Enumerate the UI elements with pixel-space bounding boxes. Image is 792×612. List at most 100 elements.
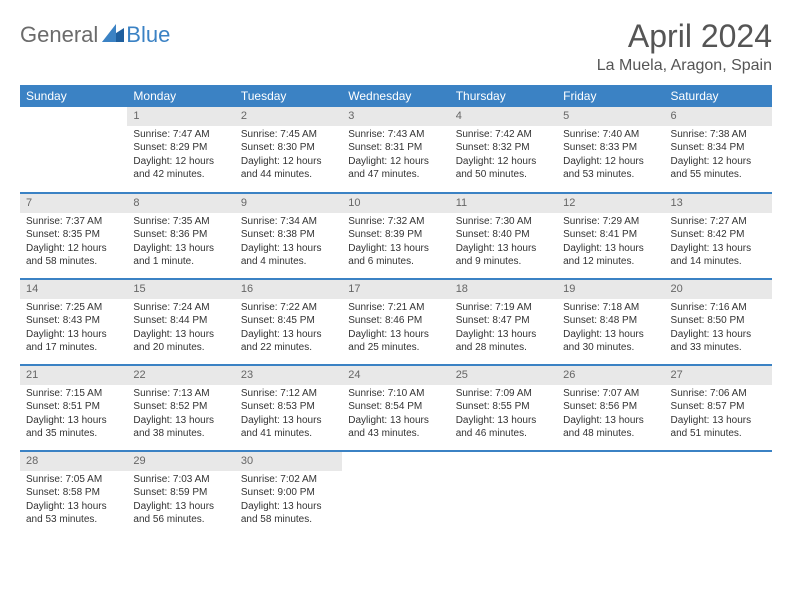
day-number: 13	[665, 194, 772, 213]
day-number: 1	[127, 107, 234, 126]
day-content: Sunrise: 7:45 AMSunset: 8:30 PMDaylight:…	[235, 126, 342, 186]
title-block: April 2024 La Muela, Aragon, Spain	[597, 18, 772, 75]
sunrise-text: Sunrise: 7:25 AM	[26, 301, 121, 315]
day-number: 28	[20, 452, 127, 471]
day-content: Sunrise: 7:05 AMSunset: 8:58 PMDaylight:…	[20, 471, 127, 531]
sunset-text: Sunset: 8:44 PM	[133, 314, 228, 328]
day-number: 21	[20, 366, 127, 385]
day-content: Sunrise: 7:35 AMSunset: 8:36 PMDaylight:…	[127, 213, 234, 273]
day-number: 7	[20, 194, 127, 213]
sunset-text: Sunset: 8:33 PM	[563, 141, 658, 155]
day-content: Sunrise: 7:32 AMSunset: 8:39 PMDaylight:…	[342, 213, 449, 273]
day-content: Sunrise: 7:34 AMSunset: 8:38 PMDaylight:…	[235, 213, 342, 273]
day-content: Sunrise: 7:30 AMSunset: 8:40 PMDaylight:…	[450, 213, 557, 273]
logo-mark-icon	[102, 24, 124, 47]
day-number: 8	[127, 194, 234, 213]
day-number: 19	[557, 280, 664, 299]
daylight-text: Daylight: 12 hours and 53 minutes.	[563, 155, 658, 182]
day-number: 17	[342, 280, 449, 299]
calendar-day-cell: 15Sunrise: 7:24 AMSunset: 8:44 PMDayligh…	[127, 279, 234, 365]
sunset-text: Sunset: 8:59 PM	[133, 486, 228, 500]
daylight-text: Daylight: 12 hours and 50 minutes.	[456, 155, 551, 182]
calendar-day-cell: 12Sunrise: 7:29 AMSunset: 8:41 PMDayligh…	[557, 193, 664, 279]
weekday-header: Sunday	[20, 85, 127, 107]
day-number: 26	[557, 366, 664, 385]
day-content: Sunrise: 7:06 AMSunset: 8:57 PMDaylight:…	[665, 385, 772, 445]
sunrise-text: Sunrise: 7:22 AM	[241, 301, 336, 315]
calendar-day-cell: 8Sunrise: 7:35 AMSunset: 8:36 PMDaylight…	[127, 193, 234, 279]
daylight-text: Daylight: 13 hours and 4 minutes.	[241, 242, 336, 269]
weekday-header: Saturday	[665, 85, 772, 107]
day-content: Sunrise: 7:21 AMSunset: 8:46 PMDaylight:…	[342, 299, 449, 359]
sunrise-text: Sunrise: 7:07 AM	[563, 387, 658, 401]
sunrise-text: Sunrise: 7:37 AM	[26, 215, 121, 229]
day-number: 29	[127, 452, 234, 471]
daylight-text: Daylight: 13 hours and 6 minutes.	[348, 242, 443, 269]
daylight-text: Daylight: 13 hours and 53 minutes.	[26, 500, 121, 527]
daylight-text: Daylight: 12 hours and 58 minutes.	[26, 242, 121, 269]
sunrise-text: Sunrise: 7:34 AM	[241, 215, 336, 229]
sunrise-text: Sunrise: 7:02 AM	[241, 473, 336, 487]
location-label: La Muela, Aragon, Spain	[597, 57, 772, 75]
calendar-day-cell: 30Sunrise: 7:02 AMSunset: 9:00 PMDayligh…	[235, 451, 342, 537]
sunrise-text: Sunrise: 7:06 AM	[671, 387, 766, 401]
calendar-day-cell: 6Sunrise: 7:38 AMSunset: 8:34 PMDaylight…	[665, 107, 772, 193]
daylight-text: Daylight: 13 hours and 58 minutes.	[241, 500, 336, 527]
day-content: Sunrise: 7:42 AMSunset: 8:32 PMDaylight:…	[450, 126, 557, 186]
day-content: Sunrise: 7:27 AMSunset: 8:42 PMDaylight:…	[665, 213, 772, 273]
day-content: Sunrise: 7:16 AMSunset: 8:50 PMDaylight:…	[665, 299, 772, 359]
weekday-header: Thursday	[450, 85, 557, 107]
calendar-day-cell: 23Sunrise: 7:12 AMSunset: 8:53 PMDayligh…	[235, 365, 342, 451]
sunrise-text: Sunrise: 7:24 AM	[133, 301, 228, 315]
sunrise-text: Sunrise: 7:47 AM	[133, 128, 228, 142]
daylight-text: Daylight: 13 hours and 12 minutes.	[563, 242, 658, 269]
calendar-day-cell: 28Sunrise: 7:05 AMSunset: 8:58 PMDayligh…	[20, 451, 127, 537]
daylight-text: Daylight: 13 hours and 28 minutes.	[456, 328, 551, 355]
day-content: Sunrise: 7:18 AMSunset: 8:48 PMDaylight:…	[557, 299, 664, 359]
calendar-day-cell: 7Sunrise: 7:37 AMSunset: 8:35 PMDaylight…	[20, 193, 127, 279]
day-number: 4	[450, 107, 557, 126]
calendar-week-row: 28Sunrise: 7:05 AMSunset: 8:58 PMDayligh…	[20, 451, 772, 537]
calendar-day-cell	[557, 451, 664, 537]
weekday-header: Monday	[127, 85, 234, 107]
logo-text-1: General	[20, 22, 98, 48]
sunset-text: Sunset: 9:00 PM	[241, 486, 336, 500]
sunrise-text: Sunrise: 7:40 AM	[563, 128, 658, 142]
calendar-day-cell: 22Sunrise: 7:13 AMSunset: 8:52 PMDayligh…	[127, 365, 234, 451]
calendar-day-cell: 14Sunrise: 7:25 AMSunset: 8:43 PMDayligh…	[20, 279, 127, 365]
sunrise-text: Sunrise: 7:29 AM	[563, 215, 658, 229]
daylight-text: Daylight: 13 hours and 17 minutes.	[26, 328, 121, 355]
sunset-text: Sunset: 8:50 PM	[671, 314, 766, 328]
day-content: Sunrise: 7:22 AMSunset: 8:45 PMDaylight:…	[235, 299, 342, 359]
sunset-text: Sunset: 8:48 PM	[563, 314, 658, 328]
calendar-day-cell: 4Sunrise: 7:42 AMSunset: 8:32 PMDaylight…	[450, 107, 557, 193]
day-number: 9	[235, 194, 342, 213]
day-number: 6	[665, 107, 772, 126]
sunset-text: Sunset: 8:30 PM	[241, 141, 336, 155]
day-number: 20	[665, 280, 772, 299]
day-content: Sunrise: 7:07 AMSunset: 8:56 PMDaylight:…	[557, 385, 664, 445]
sunset-text: Sunset: 8:43 PM	[26, 314, 121, 328]
sunset-text: Sunset: 8:58 PM	[26, 486, 121, 500]
day-number: 3	[342, 107, 449, 126]
day-content: Sunrise: 7:38 AMSunset: 8:34 PMDaylight:…	[665, 126, 772, 186]
sunset-text: Sunset: 8:53 PM	[241, 400, 336, 414]
sunset-text: Sunset: 8:47 PM	[456, 314, 551, 328]
calendar-day-cell	[342, 451, 449, 537]
logo: General Blue	[20, 22, 170, 48]
day-number: 24	[342, 366, 449, 385]
sunset-text: Sunset: 8:52 PM	[133, 400, 228, 414]
day-content: Sunrise: 7:43 AMSunset: 8:31 PMDaylight:…	[342, 126, 449, 186]
sunrise-text: Sunrise: 7:10 AM	[348, 387, 443, 401]
sunset-text: Sunset: 8:55 PM	[456, 400, 551, 414]
calendar-table: Sunday Monday Tuesday Wednesday Thursday…	[20, 85, 772, 537]
day-number: 18	[450, 280, 557, 299]
calendar-day-cell: 25Sunrise: 7:09 AMSunset: 8:55 PMDayligh…	[450, 365, 557, 451]
calendar-day-cell: 9Sunrise: 7:34 AMSunset: 8:38 PMDaylight…	[235, 193, 342, 279]
calendar-day-cell: 19Sunrise: 7:18 AMSunset: 8:48 PMDayligh…	[557, 279, 664, 365]
sunrise-text: Sunrise: 7:19 AM	[456, 301, 551, 315]
daylight-text: Daylight: 13 hours and 20 minutes.	[133, 328, 228, 355]
sunset-text: Sunset: 8:56 PM	[563, 400, 658, 414]
sunrise-text: Sunrise: 7:09 AM	[456, 387, 551, 401]
sunrise-text: Sunrise: 7:05 AM	[26, 473, 121, 487]
